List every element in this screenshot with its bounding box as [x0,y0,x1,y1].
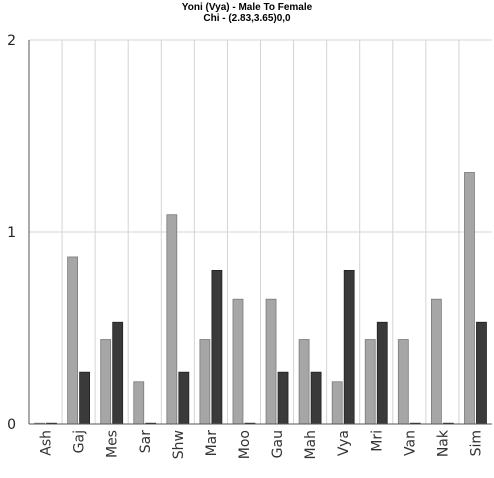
y-tick-label: 2 [7,33,16,49]
chart-title: Yoni (Vya) - Male To Female [181,2,313,13]
x-tick-label-mar: Mar [204,430,220,457]
bar-mar-series-2 [211,269,223,425]
bar-mah-series-2 [310,371,322,425]
bar-gaj-series-1 [67,256,79,425]
x-tick-label-sar: Sar [138,430,154,453]
bar-gau-series-2 [277,371,289,425]
bar-mri-series-2 [376,321,388,425]
x-tick-label-nak: Nak [435,429,451,457]
x-tick-label-sim: Sim [468,430,484,456]
bar-nak-series-1 [430,298,442,425]
bar-vya-series-1 [331,381,343,425]
bar-moo-series-1 [232,298,244,425]
bar-van-series-1 [397,339,409,425]
bar-shw-series-1 [166,214,178,425]
bar-gau-series-1 [265,298,277,425]
x-tick-label-shw: Shw [171,430,187,459]
bar-shw-series-2 [178,371,190,425]
bar-mri-series-1 [364,339,376,425]
grid-lines [29,39,492,424]
bar-gaj-series-2 [79,371,91,425]
x-tick-label-gaj: Gaj [72,430,88,453]
chart-title-block: Yoni (Vya) - Male To Female Chi - (2.83,… [0,2,494,24]
bar-sim-series-1 [464,172,475,425]
bar-mes-series-2 [112,321,124,425]
bar-mes-series-1 [100,339,112,425]
y-tick-label: 0 [7,417,16,433]
bar-mar-series-1 [199,339,211,425]
bars-group [34,172,487,425]
x-tick-label-gau: Gau [270,430,286,458]
bar-mah-series-1 [298,339,310,425]
axes-group [28,40,492,425]
x-tick-label-mes: Mes [105,430,121,458]
x-tick-label-ash: Ash [39,430,55,456]
x-tick-label-van: Van [402,430,418,456]
bar-vya-series-2 [343,269,355,425]
x-tick-label-mri: Mri [369,430,385,452]
bar-sar-series-1 [133,381,145,425]
chart-subtitle: Chi - (2.83,3.65)0,0 [203,13,291,24]
x-tick-label-mah: Mah [303,430,319,460]
tick-labels: 0 1 2 Ash Gaj Mes Sar Shw Mar Moo Gau Mah Vya Mri Van N… [7,33,484,460]
x-tick-label-vya: Vya [336,430,352,456]
x-tick-label-moo: Moo [237,430,253,459]
y-tick-label: 1 [7,225,16,241]
bar-sim-series-2 [476,321,487,425]
